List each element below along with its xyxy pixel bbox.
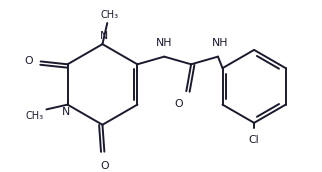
Text: Cl: Cl (249, 135, 260, 145)
Text: O: O (100, 161, 109, 171)
Text: O: O (24, 56, 33, 66)
Text: CH₃: CH₃ (100, 10, 118, 20)
Text: NH: NH (212, 38, 228, 48)
Text: N: N (62, 108, 70, 117)
Text: O: O (174, 99, 183, 109)
Text: N: N (100, 31, 109, 41)
Text: NH: NH (156, 38, 173, 48)
Text: CH₃: CH₃ (25, 111, 43, 121)
